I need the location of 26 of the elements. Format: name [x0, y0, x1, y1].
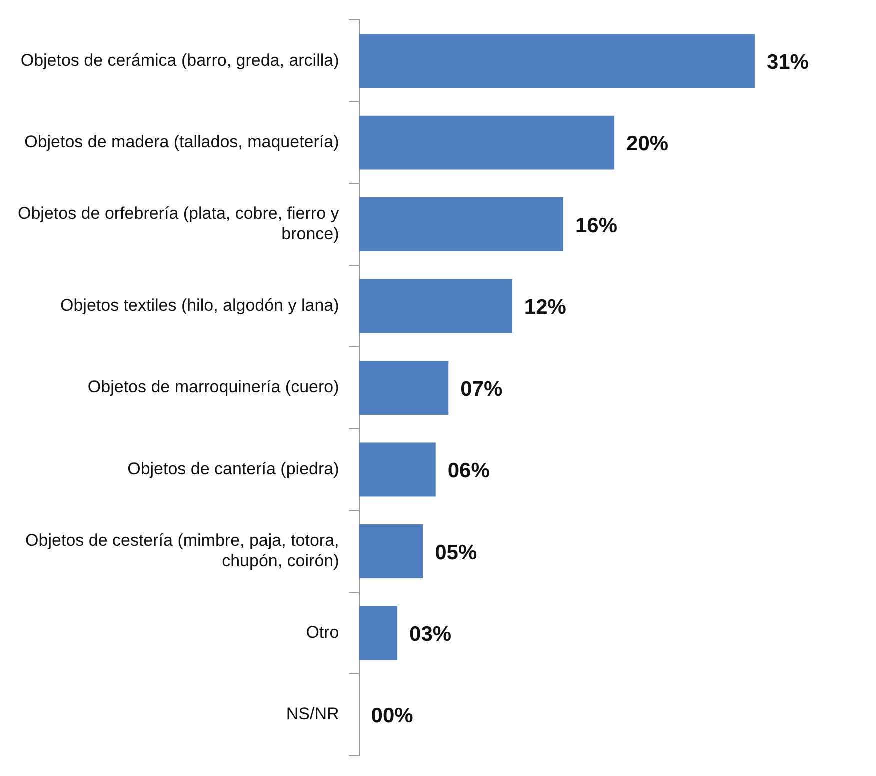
bar [359, 116, 615, 170]
y-tick-label: Otro [306, 622, 340, 642]
bar [359, 606, 398, 660]
data-label: 20% [626, 132, 669, 156]
y-tick-label: Objetos textiles (hilo, algodón y lana) [60, 296, 340, 315]
y-tick-label: Objetos de orfebrería (plata, cobre, fierro y bronce) [18, 204, 340, 244]
bar [359, 524, 424, 578]
y-tick-label: NS/NR [286, 704, 340, 724]
bar [359, 198, 564, 252]
bar [359, 361, 449, 415]
bar [359, 34, 755, 88]
data-label: 31% [766, 50, 810, 74]
y-tick-label: Objetos de madera (tallados, maquetería) [24, 132, 340, 152]
y-tick-label: Objetos de cantería (piedra) [128, 459, 340, 478]
y-tick-label: Objetos de marroquinería (cuero) [88, 378, 340, 397]
data-label: 16% [575, 214, 618, 238]
data-label: 12% [524, 296, 567, 320]
data-label: 07% [460, 378, 503, 401]
data-label: 05% [435, 541, 478, 564]
data-label: 03% [410, 622, 452, 646]
data-label: 00% [371, 704, 414, 728]
y-tick-label: Objetos de cerámica (barro, greda, arcilla) [20, 50, 340, 70]
data-label: 06% [448, 460, 490, 483]
bar [359, 442, 436, 497]
bar [359, 279, 512, 334]
y-tick-label: Objetos de cestería (mimbre, paja, totora, chupón, coirón) [26, 530, 340, 570]
